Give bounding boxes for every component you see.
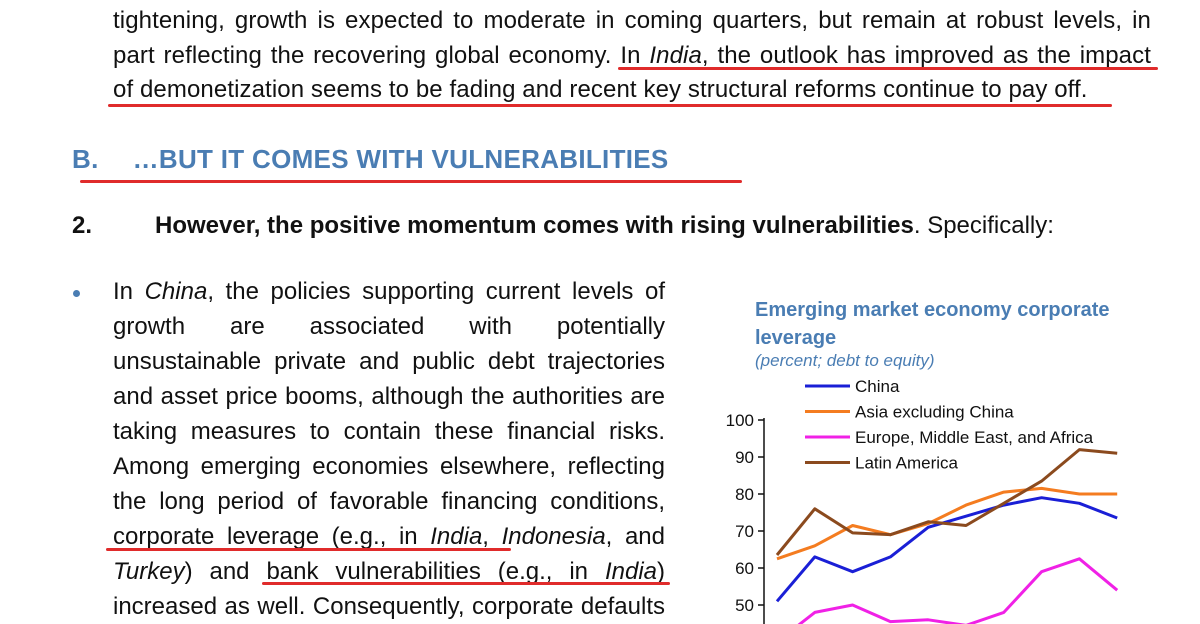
y-tick-label-100: 100 <box>726 411 754 430</box>
intro-line-3: of demonetization seems to be fading and… <box>113 73 1151 107</box>
bullet-line-4: and asset price booms, although the auth… <box>113 380 665 414</box>
bullet-line-10: increased as well. Consequently, corpora… <box>113 590 665 624</box>
intro-line-2-text-a: part reflecting the recovering global ec… <box>113 42 621 69</box>
intro-line-2-india: India <box>649 42 702 69</box>
intro-line-3-text: of demonetization seems to be fading and… <box>113 76 1088 103</box>
y-tick-label-50: 50 <box>735 596 754 615</box>
bullet-l1-c: , the policies supporting current levels… <box>207 278 665 305</box>
underline-intro-1 <box>618 67 1158 70</box>
section-rest: . Specifically: <box>913 212 1054 239</box>
bullet-l10: increased as well. Consequently, corpora… <box>113 593 665 620</box>
bullet-line-8: corporate leverage (e.g., in India, Indo… <box>113 520 665 554</box>
legend-label-1: Asia excluding China <box>855 403 1014 422</box>
bullet-l1-a: In <box>113 278 145 305</box>
intro-line-2: part reflecting the recovering global ec… <box>113 39 1151 73</box>
legend-label-3: Latin America <box>855 454 959 473</box>
series-line-latin-america <box>775 448 1118 556</box>
section-number: 2. <box>72 212 93 239</box>
chart-y-ticks: 100 90 80 70 60 50 <box>726 411 764 615</box>
y-tick-label-80: 80 <box>735 485 754 504</box>
bullet-l9-b: ) and bank vulnerabilities (e.g., in <box>184 558 605 585</box>
intro-line-2-text-d: , the outlook has improved as the impact <box>701 42 1151 69</box>
bullet-l4: and asset price booms, although the auth… <box>113 383 665 410</box>
bullet-l6: Among emerging economies elsewhere, refl… <box>113 453 665 480</box>
bullet-l8-a: corporate leverage (e.g., in <box>113 523 431 550</box>
bullet-line-3: unsustainable private and public debt tr… <box>113 345 665 379</box>
bullet-l7: the long period of favorable financing c… <box>113 488 665 515</box>
bullet-l8-india: India <box>430 523 483 550</box>
section-bold: However, the positive momentum comes wit… <box>155 212 914 239</box>
bullet-l9-turkey: Turkey <box>113 558 185 585</box>
legend-label-0: China <box>855 377 900 396</box>
bullet-l3: unsustainable private and public debt tr… <box>113 348 665 375</box>
underline-bank-vulnerabilities <box>262 582 670 585</box>
intro-line-1-text: tightening, growth is expected to modera… <box>113 7 1151 34</box>
bullet-l8-e: , and <box>605 523 665 550</box>
bullet-l8-indonesia: Indonesia <box>501 523 606 550</box>
intro-line-2-text-b: In <box>620 42 650 69</box>
bullet-l8-c: , <box>482 523 502 550</box>
bullet-line-1: In China, the policies supporting curren… <box>113 275 665 309</box>
heading-letter: B. <box>72 144 99 174</box>
bullet-l5: taking measures to contain these financi… <box>113 418 665 445</box>
underline-heading <box>80 180 742 183</box>
bullet-line-6: Among emerging economies elsewhere, refl… <box>113 450 665 484</box>
bullet-line-7: the long period of favorable financing c… <box>113 485 665 519</box>
bullet-l9-d: ) <box>657 558 665 585</box>
intro-line-1: tightening, growth is expected to modera… <box>113 4 1151 38</box>
section-heading: B. …BUT IT COMES WITH VULNERABILITIES <box>72 144 669 175</box>
bullet-l1-china: China <box>144 278 208 305</box>
series-line-china <box>775 496 1118 603</box>
section-text: However, the positive momentum comes wit… <box>155 212 1054 240</box>
bullet-l9-india: India <box>604 558 657 585</box>
bullet-dot <box>73 290 80 297</box>
series-line-europe-middle-east-and-africa <box>797 557 1119 624</box>
underline-intro-2 <box>108 104 1112 107</box>
bullet-line-2: growth are associated with potentially <box>113 310 665 344</box>
y-tick-label-70: 70 <box>735 522 754 541</box>
bullet-l2: growth are associated with potentially <box>113 313 665 340</box>
y-tick-label-90: 90 <box>735 448 754 467</box>
series-line-asia-excluding-china <box>776 486 1118 561</box>
legend-label-2: Europe, Middle East, and Africa <box>855 428 1094 447</box>
chart-subtitle: (percent; debt to equity) <box>755 351 935 370</box>
chart-title: Emerging market economy corporate levera… <box>755 299 1110 349</box>
bullet-line-5: taking measures to contain these financi… <box>113 415 665 449</box>
y-tick-label-60: 60 <box>735 559 754 578</box>
bullet-line-9: Turkey) and bank vulnerabilities (e.g., … <box>113 555 665 589</box>
underline-corporate-leverage <box>106 548 511 551</box>
heading-text: …BUT IT COMES WITH VULNERABILITIES <box>132 144 669 174</box>
chart-legend: China Asia excluding China Europe, Middle … <box>805 377 1094 473</box>
chart-series-group <box>775 448 1119 624</box>
leverage-chart: 100 90 80 70 60 50 China Asia excluding China E… <box>726 377 1119 624</box>
